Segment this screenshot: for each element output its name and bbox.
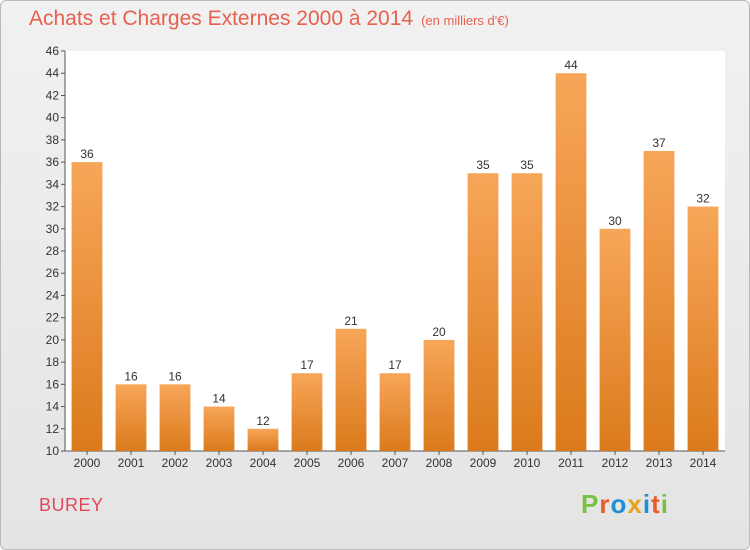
x-tick-label: 2009 [470,456,497,470]
x-tick-label: 2004 [250,456,277,470]
bar-2008 [423,339,455,451]
data-label-2006: 21 [344,314,358,328]
data-label-2013: 37 [652,136,666,150]
y-tick-label: 20 [46,333,60,347]
data-label-2010: 35 [520,158,534,172]
y-tick-label: 30 [46,222,60,236]
y-tick-label: 32 [46,200,60,214]
bar-2012 [599,228,631,451]
data-label-2004: 12 [256,414,270,428]
y-tick-label: 14 [46,400,60,414]
bar-2006 [335,328,367,451]
data-label-2002: 16 [168,369,182,383]
commune-name: BUREY [39,495,104,515]
y-tick-label: 24 [46,288,60,302]
data-label-2003: 14 [212,392,226,406]
x-tick-label: 2013 [646,456,673,470]
chart-title-text: Achats et Charges Externes 2000 à 2014 [29,7,414,30]
y-tick-label: 40 [46,111,60,125]
logo-letter: o [610,489,628,519]
data-label-2005: 17 [300,358,314,372]
bar-2005 [291,373,323,451]
data-label-2000: 36 [80,147,94,161]
y-tick-label: 46 [46,44,60,58]
proxiti-logo: Proxiti [581,489,669,520]
logo-letter: x [627,489,643,519]
x-tick-label: 2011 [558,456,584,470]
bar-2009 [467,173,499,451]
data-label-2008: 20 [432,325,446,339]
x-tick-label: 2008 [426,456,453,470]
x-tick-label: 2014 [690,456,717,470]
x-tick-label: 2003 [206,456,233,470]
bar-2014 [687,206,719,451]
chart-subtitle: (en milliers d'€) [421,13,509,28]
bar-2007 [379,373,411,451]
y-tick-label: 16 [46,377,60,391]
bar-2010 [511,173,543,451]
y-tick-label: 18 [46,355,60,369]
x-tick-label: 2012 [602,456,629,470]
x-tick-label: 2007 [382,456,409,470]
y-tick-label: 44 [46,66,60,80]
bar-2000 [71,162,103,451]
data-label-2014: 32 [696,192,710,206]
data-label-2011: 44 [564,58,578,72]
y-tick-label: 42 [46,88,60,102]
data-label-2007: 17 [388,358,402,372]
bar-2013 [643,151,675,451]
x-tick-label: 2001 [118,456,145,470]
data-label-2001: 16 [124,369,138,383]
logo-letter: P [581,489,600,519]
logo-letter: i [660,489,669,519]
bar-2003 [203,406,235,451]
data-label-2012: 30 [608,214,622,228]
x-tick-label: 2000 [74,456,101,470]
bar-2004 [247,428,279,451]
x-tick-label: 2006 [338,456,365,470]
y-tick-label: 34 [46,177,60,191]
data-label-2009: 35 [476,158,490,172]
logo-letter: i [642,489,652,519]
bar-2002 [159,384,191,451]
x-tick-label: 2010 [514,456,541,470]
x-tick-label: 2005 [294,456,321,470]
bar-2011 [555,73,587,451]
bar-2001 [115,384,147,451]
logo-letter: t [651,489,661,519]
y-tick-label: 10 [46,444,60,458]
logo-letter: r [599,489,611,519]
y-tick-label: 26 [46,266,60,280]
chart-title: Achats et Charges Externes 2000 à 2014 (e… [29,7,509,31]
x-tick-label: 2002 [162,456,189,470]
y-tick-label: 38 [46,133,60,147]
y-tick-label: 36 [46,155,60,169]
y-tick-label: 22 [46,311,60,325]
y-tick-label: 28 [46,244,60,258]
y-tick-label: 12 [46,422,60,436]
